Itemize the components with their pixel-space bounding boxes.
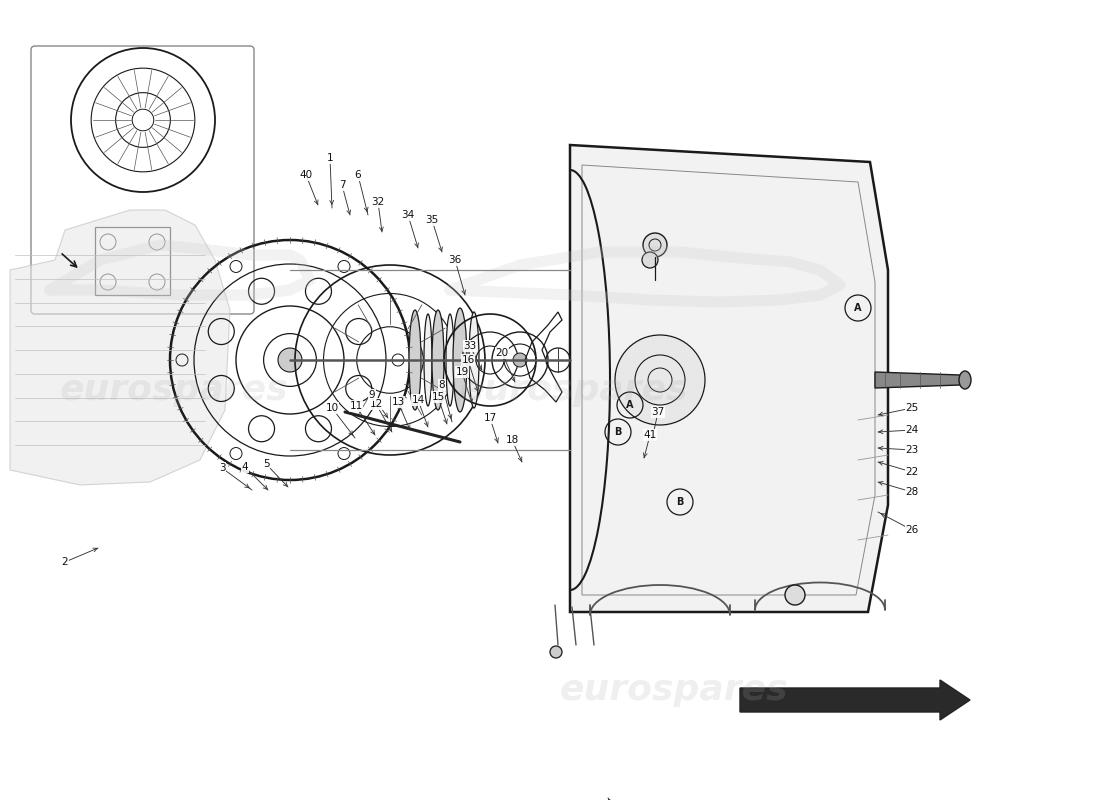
Text: 24: 24 [905, 425, 918, 435]
Text: 7: 7 [339, 180, 345, 190]
Text: A: A [626, 400, 634, 410]
Text: 37: 37 [651, 407, 664, 417]
Polygon shape [10, 210, 230, 485]
Text: 9: 9 [368, 390, 375, 400]
Text: 15: 15 [431, 392, 444, 402]
Text: 11: 11 [350, 401, 363, 411]
Text: 36: 36 [449, 255, 462, 265]
Text: eurospares: eurospares [60, 373, 288, 407]
Polygon shape [874, 372, 965, 388]
Text: 8: 8 [439, 380, 446, 390]
Circle shape [642, 252, 658, 268]
Text: 10: 10 [326, 403, 339, 413]
Text: 14: 14 [411, 395, 425, 405]
Text: 16: 16 [461, 355, 474, 365]
Ellipse shape [959, 371, 971, 389]
Circle shape [644, 233, 667, 257]
Text: 17: 17 [483, 413, 496, 423]
Ellipse shape [409, 310, 421, 410]
Ellipse shape [446, 314, 454, 406]
Text: 20: 20 [495, 348, 508, 358]
Text: 12: 12 [370, 399, 383, 409]
Text: 25: 25 [905, 403, 918, 413]
Ellipse shape [469, 312, 478, 408]
Text: 35: 35 [426, 215, 439, 225]
Bar [95, 227, 170, 295]
Ellipse shape [424, 314, 432, 406]
Polygon shape [740, 680, 970, 720]
Circle shape [513, 353, 527, 367]
Circle shape [278, 348, 303, 372]
Text: 4: 4 [242, 462, 249, 472]
Text: 33: 33 [463, 341, 476, 351]
Circle shape [615, 335, 705, 425]
Text: 13: 13 [392, 397, 405, 407]
FancyBboxPatch shape [31, 46, 254, 314]
Text: 18: 18 [505, 435, 518, 445]
Text: eurospares: eurospares [560, 673, 789, 707]
Text: 26: 26 [905, 525, 918, 535]
Text: 6: 6 [354, 170, 361, 180]
Text: B: B [614, 427, 622, 437]
Text: 40: 40 [299, 170, 312, 180]
Text: A: A [855, 303, 861, 313]
Text: 5: 5 [263, 459, 270, 469]
Ellipse shape [432, 310, 444, 410]
Circle shape [785, 585, 805, 605]
Text: 3: 3 [219, 463, 225, 473]
Text: 22: 22 [905, 467, 918, 477]
Text: 23: 23 [905, 445, 918, 455]
Text: B: B [676, 497, 684, 507]
Text: 19: 19 [455, 367, 469, 377]
Text: 41: 41 [644, 430, 657, 440]
Ellipse shape [453, 308, 468, 412]
Text: eurospares: eurospares [460, 373, 689, 407]
Text: 1: 1 [327, 153, 333, 163]
Text: 32: 32 [372, 197, 385, 207]
Text: 34: 34 [402, 210, 415, 220]
Circle shape [550, 646, 562, 658]
Polygon shape [570, 145, 888, 612]
Text: 28: 28 [905, 487, 918, 497]
Text: 2: 2 [62, 557, 68, 567]
